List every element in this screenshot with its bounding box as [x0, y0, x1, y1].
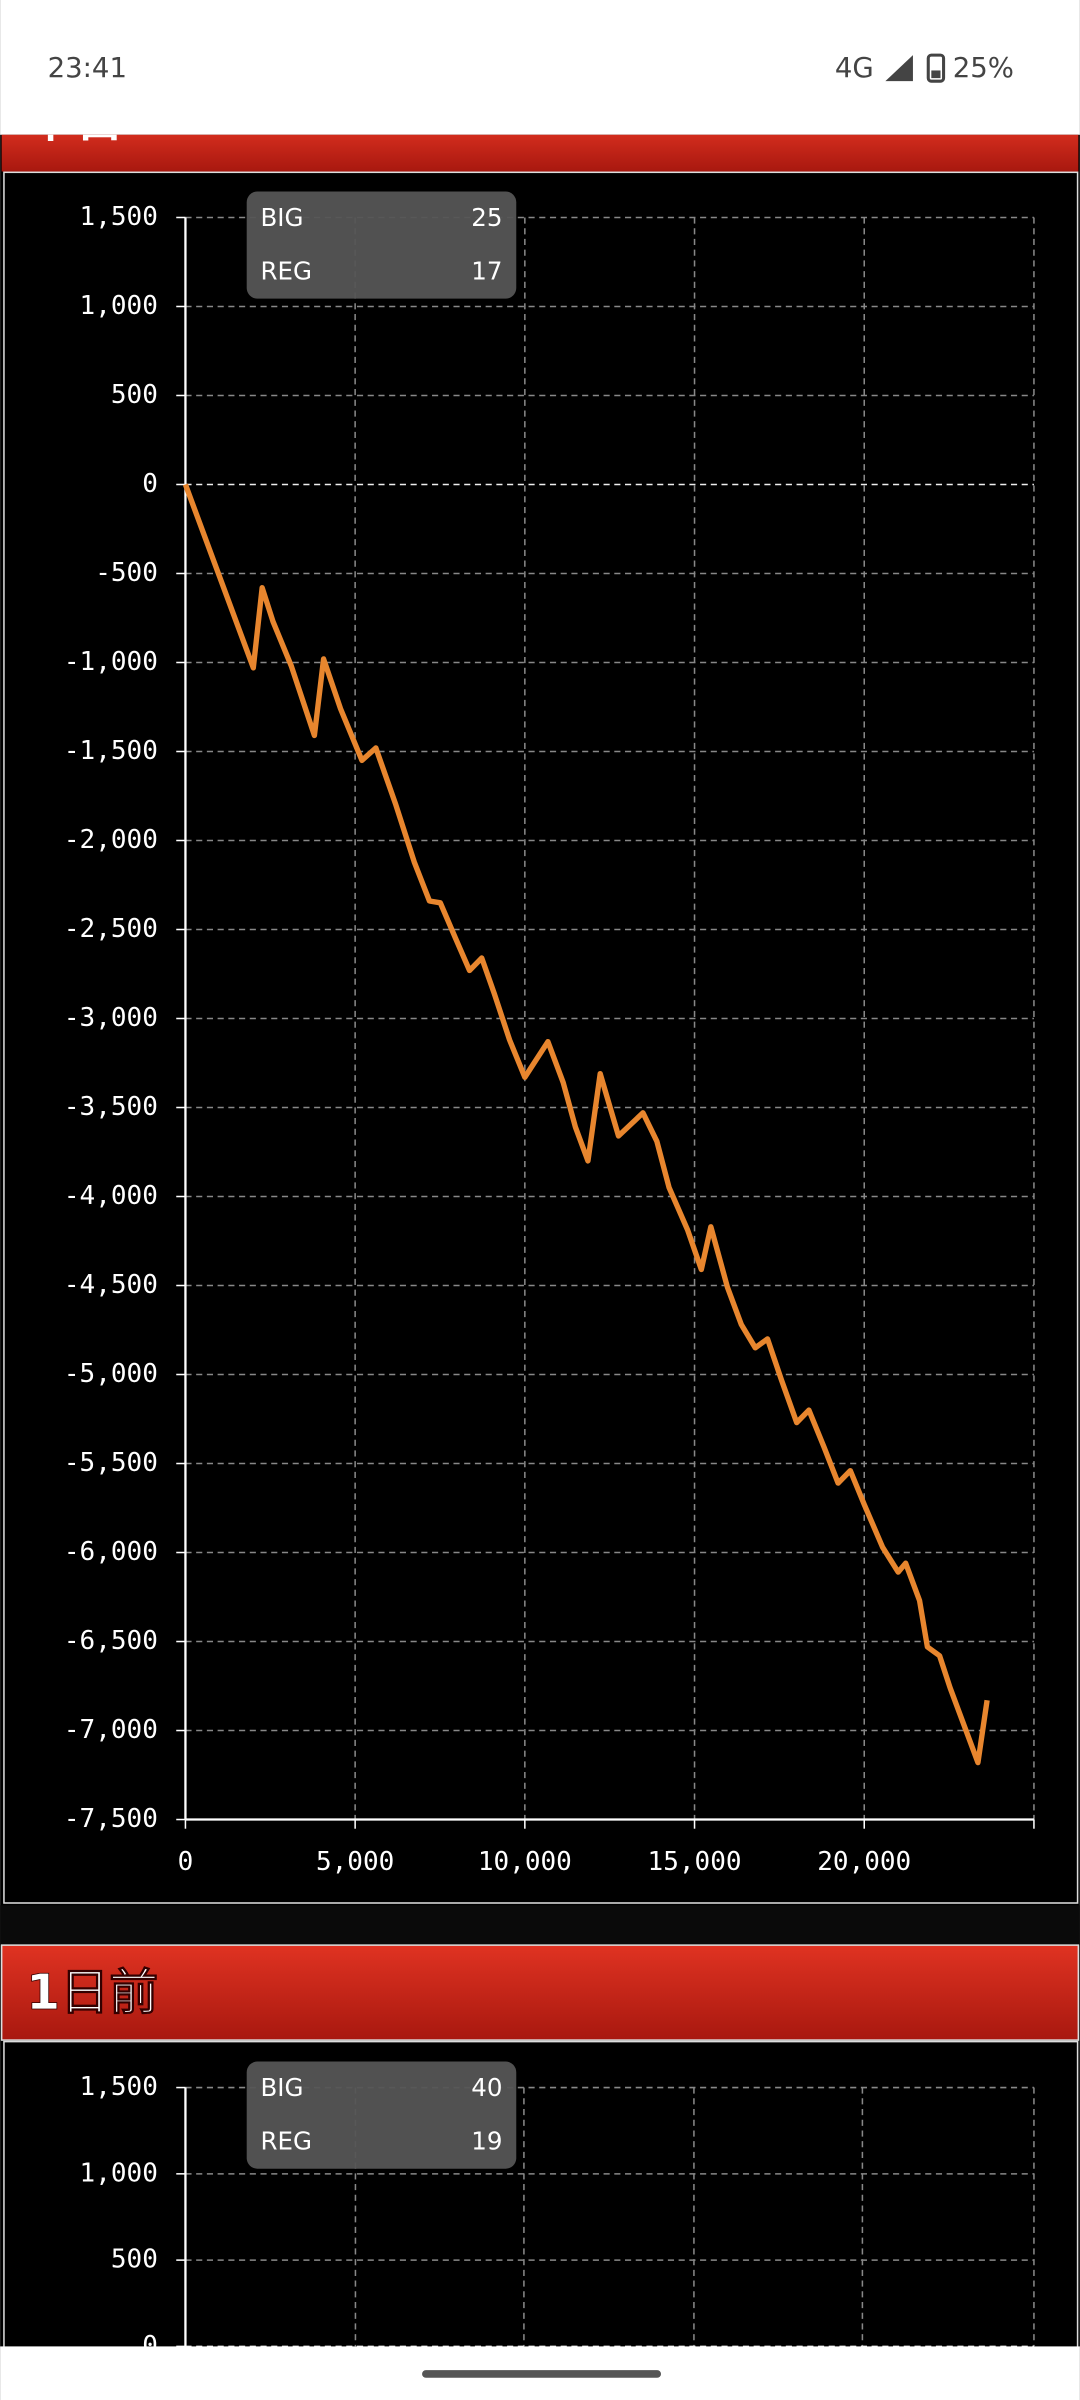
chart: 0 5,000 10,000 15,000 20,000 1,500 1,000 500 0 -5… — [64, 191, 1035, 1877]
data-line — [182, 483, 990, 1766]
counter-label: BIG — [260, 203, 303, 232]
counter-background — [246, 2061, 517, 2169]
section-title: 1日前 — [26, 1964, 158, 2021]
y-tick-label: 500 — [111, 2245, 158, 2275]
x-tick-label: 10,000 — [478, 1847, 572, 1877]
battery-level — [931, 70, 941, 79]
counter-box: BIG 25 REG 17 — [246, 191, 517, 299]
chart-panel — [3, 171, 1079, 1904]
y-tick-label: -6,000 — [64, 1537, 158, 1567]
chart-panel — [3, 2040, 1079, 2400]
counter-background — [246, 191, 517, 299]
y-tick-label: 1,500 — [80, 2072, 158, 2102]
network: 4G — [835, 52, 874, 84]
y-tick-label: 0 — [142, 469, 158, 499]
section-header — [1, 134, 1079, 172]
y-tick-label: 1,000 — [80, 291, 158, 321]
counter-label: BIG — [260, 2073, 303, 2102]
y-tick-label: 500 — [111, 380, 158, 410]
y-tick-label: -1,000 — [64, 647, 158, 677]
y-tick-label: 1,500 — [80, 202, 158, 232]
counter-label: REG — [260, 2127, 312, 2156]
status-bar — [0, 0, 1080, 135]
y-tick-label: -7,000 — [64, 1715, 158, 1745]
separator — [0, 1905, 1080, 1946]
counter-value: 40 — [471, 2073, 502, 2102]
y-tick-label: -6,500 — [64, 1626, 158, 1656]
y-tick-label: -4,000 — [64, 1181, 158, 1211]
battery: 25% — [953, 52, 1014, 84]
counter-value: 19 — [471, 2127, 502, 2156]
section-title: 本日 — [26, 91, 124, 148]
x-tick-label: 15,000 — [648, 1847, 742, 1877]
y-tick-label: 1,000 — [80, 2158, 158, 2188]
y-tick-label: -5,500 — [64, 1448, 158, 1478]
x-tick-label: 20,000 — [817, 1847, 911, 1877]
x-tick-label: 0 — [178, 1847, 194, 1877]
battery-icon — [926, 53, 946, 83]
y-tick-label: -1,500 — [64, 736, 158, 766]
y-tick-label: -5,000 — [64, 1359, 158, 1389]
y-tick-label: -500 — [95, 558, 158, 588]
y-tick-label: -3,000 — [64, 1003, 158, 1033]
clock: 23:41 — [48, 52, 127, 84]
y-tick-label: -2,500 — [64, 914, 158, 944]
counter-value: 17 — [471, 257, 502, 286]
counter-box: BIG 40 REG 19 — [246, 2061, 517, 2169]
section-header — [0, 1944, 1080, 2041]
y-tick-label: -7,500 — [64, 1804, 158, 1834]
x-tick-label: 5,000 — [316, 1847, 394, 1877]
y-tick-label: -4,500 — [64, 1270, 158, 1300]
y-tick-label: -3,500 — [64, 1092, 158, 1122]
counter-label: REG — [260, 257, 312, 286]
counter-value: 25 — [471, 203, 502, 232]
y-tick-label: -2,000 — [64, 825, 158, 855]
